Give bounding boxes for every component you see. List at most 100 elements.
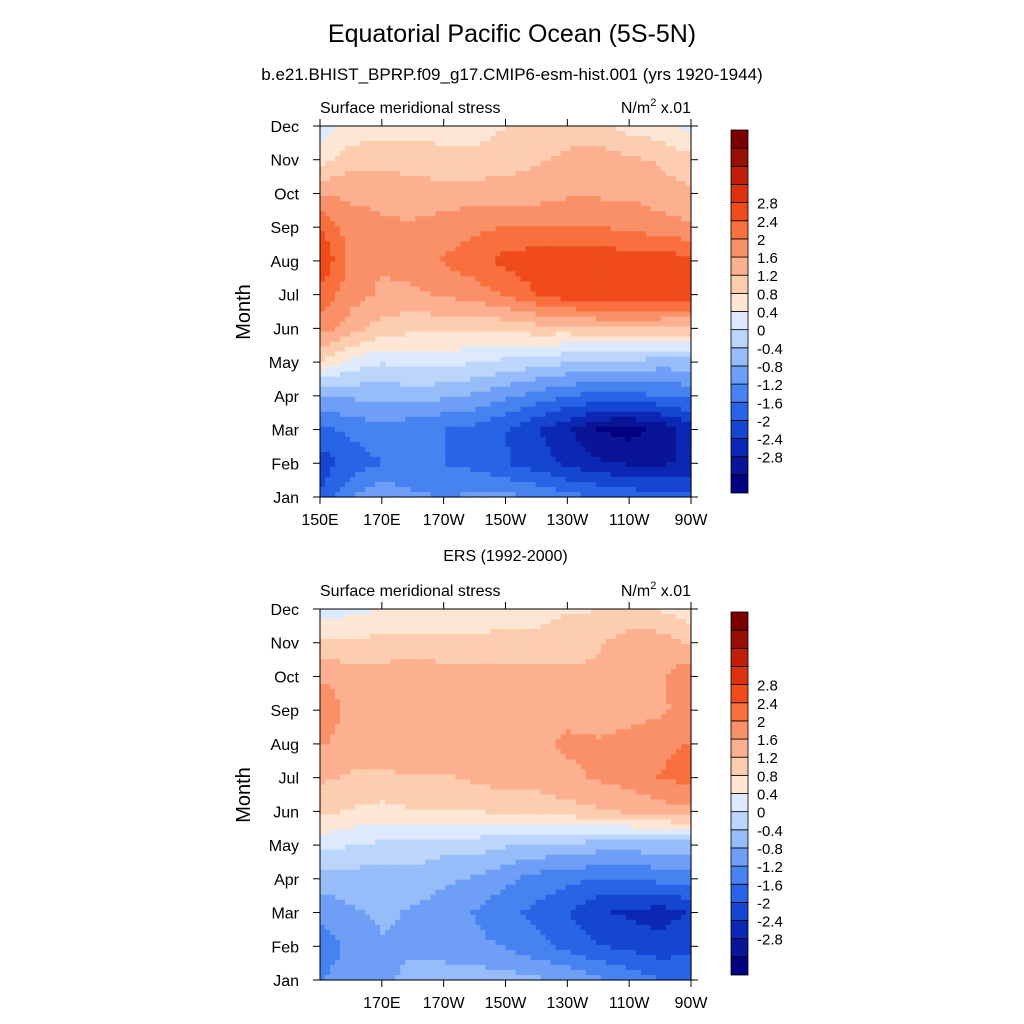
heatmap-cell	[430, 381, 436, 388]
heatmap-cell	[610, 151, 617, 157]
heatmap-cell	[390, 341, 396, 348]
heatmap-cell	[440, 366, 446, 373]
heatmap-cell	[665, 256, 672, 262]
heatmap-cell	[615, 346, 622, 353]
heatmap-cell	[480, 426, 487, 433]
heatmap-cell	[410, 411, 416, 418]
heatmap-cell	[505, 336, 512, 343]
heatmap-cell	[500, 246, 507, 252]
heatmap-cell	[345, 251, 351, 257]
heatmap-cell	[500, 381, 507, 388]
heatmap-cell	[650, 211, 657, 217]
heatmap-cell	[330, 376, 336, 383]
heatmap-cell	[400, 331, 406, 338]
heatmap-cell	[635, 201, 642, 207]
heatmap-cell	[590, 441, 597, 448]
heatmap-cell	[390, 321, 396, 328]
heatmap-cell	[445, 271, 451, 277]
heatmap-cell	[460, 436, 466, 443]
heatmap-cell	[615, 421, 622, 428]
heatmap-cell	[525, 241, 532, 247]
heatmap-cell	[450, 411, 456, 418]
heatmap-cell	[410, 131, 416, 137]
heatmap-cell	[550, 316, 557, 323]
heatmap-cell	[560, 286, 567, 293]
heatmap-cell	[540, 196, 547, 202]
heatmap-cell	[470, 316, 477, 323]
heatmap-cell	[455, 281, 461, 288]
heatmap-cell	[615, 321, 622, 328]
heatmap-cell	[325, 456, 331, 463]
heatmap-cell	[470, 426, 477, 433]
heatmap-cell	[500, 231, 507, 237]
heatmap-cell	[620, 366, 627, 373]
heatmap-cell	[600, 431, 607, 438]
heatmap-cell	[445, 196, 451, 202]
heatmap-cell	[660, 206, 667, 212]
heatmap-cell	[600, 306, 607, 313]
heatmap-cell	[595, 321, 602, 328]
heatmap-cell	[415, 141, 421, 147]
heatmap-cell	[405, 311, 411, 318]
heatmap-cell	[495, 136, 502, 142]
heatmap-cell	[470, 126, 477, 132]
heatmap-cell	[550, 216, 557, 222]
heatmap-cell	[525, 411, 532, 418]
heatmap-cell	[580, 316, 587, 323]
heatmap-cell	[605, 126, 612, 132]
heatmap-cell	[495, 206, 502, 212]
heatmap-cell	[660, 136, 667, 142]
heatmap-cell	[335, 326, 341, 333]
heatmap-cell	[400, 306, 406, 313]
heatmap-cell	[610, 201, 617, 207]
heatmap-cell	[375, 196, 381, 202]
heatmap-cell	[345, 366, 351, 373]
heatmap-cell	[435, 211, 441, 217]
heatmap-cell	[435, 296, 441, 303]
heatmap-cell	[350, 271, 356, 277]
heatmap-cell	[510, 171, 517, 177]
heatmap-cell	[390, 201, 396, 207]
heatmap-cell	[390, 161, 396, 167]
heatmap-cell	[550, 176, 557, 182]
heatmap-cell	[625, 291, 632, 298]
heatmap-cell	[420, 181, 426, 187]
heatmap-cell	[605, 386, 612, 393]
heatmap-cell	[380, 346, 386, 353]
heatmap-cell	[445, 331, 451, 338]
heatmap-cell	[370, 351, 376, 358]
heatmap-cell	[505, 391, 512, 398]
heatmap-cell	[645, 371, 652, 378]
heatmap-cell	[550, 396, 557, 403]
heatmap-cell	[340, 321, 346, 328]
heatmap-cell	[345, 256, 351, 262]
heatmap-cell	[645, 141, 652, 147]
heatmap-cell	[580, 411, 587, 418]
heatmap-cell	[525, 351, 532, 358]
heatmap-cell	[605, 391, 612, 398]
heatmap-cell	[615, 276, 622, 283]
heatmap-cell	[565, 246, 572, 252]
heatmap-cell	[670, 236, 677, 242]
heatmap-cell	[645, 451, 652, 458]
heatmap-cell	[345, 461, 351, 468]
heatmap-cell	[460, 371, 466, 378]
heatmap-cell	[430, 336, 436, 343]
heatmap-cell	[365, 246, 371, 252]
heatmap-cell	[335, 421, 341, 428]
heatmap-cell	[340, 201, 346, 207]
heatmap-cell	[620, 316, 627, 323]
heatmap-cell	[410, 256, 416, 262]
heatmap-cell	[325, 306, 331, 313]
heatmap-cell	[410, 281, 416, 288]
heatmap-cell	[595, 151, 602, 157]
heatmap-cell	[350, 346, 356, 353]
heatmap-cell	[530, 196, 537, 202]
heatmap-cell	[670, 376, 677, 383]
heatmap-cell	[490, 181, 497, 187]
heatmap-cell	[405, 231, 411, 237]
heatmap-cell	[570, 441, 577, 448]
heatmap-cell	[670, 316, 677, 323]
heatmap-cell	[385, 366, 391, 373]
heatmap-cell	[650, 376, 657, 383]
